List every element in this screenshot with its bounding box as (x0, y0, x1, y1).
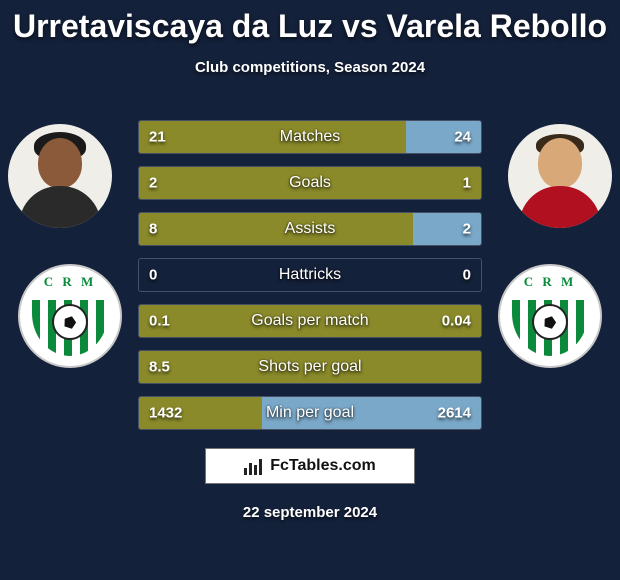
stat-row: 21Goals (138, 166, 482, 200)
stat-row: 0 0Hattricks (138, 258, 482, 292)
stat-row: 2124Matches (138, 120, 482, 154)
player-avatar-left (8, 124, 112, 228)
stat-fill-left (139, 213, 413, 245)
brand-badge: FcTables.com (205, 448, 415, 484)
date-text: 22 september 2024 (0, 504, 620, 521)
stat-fill-left (139, 121, 406, 153)
stat-rows: 2124Matches 21Goals 82Assists 0 0Hattricks 0.… (138, 120, 482, 442)
stat-row: 0.10.04Goals per match (138, 304, 482, 338)
barchart-icon (244, 457, 264, 475)
stat-row: 82Assists (138, 212, 482, 246)
stat-fill-right (262, 397, 481, 429)
stat-fill-right (406, 121, 481, 153)
player-avatar-right (508, 124, 612, 228)
stat-fill-left (139, 305, 481, 337)
stat-fill-left (139, 351, 481, 383)
brand-text: FcTables.com (270, 457, 376, 475)
stat-value-right: 0 (463, 267, 471, 284)
page-title: Urretaviscaya da Luz vs Varela Rebollo (0, 0, 620, 45)
subtitle: Club competitions, Season 2024 (0, 59, 620, 76)
stat-row: 8.5Shots per goal (138, 350, 482, 384)
club-logo-text: C R M (20, 274, 120, 290)
club-logo-right: C R M (498, 264, 602, 368)
stat-value-left: 0 (149, 267, 157, 284)
stat-label: Hattricks (139, 266, 481, 284)
stat-fill-right (413, 213, 481, 245)
stat-fill-left (139, 167, 481, 199)
club-logo-text: C R M (500, 274, 600, 290)
stat-fill-left (139, 397, 262, 429)
club-logo-left: C R M (18, 264, 122, 368)
stat-row: 14322614Min per goal (138, 396, 482, 430)
